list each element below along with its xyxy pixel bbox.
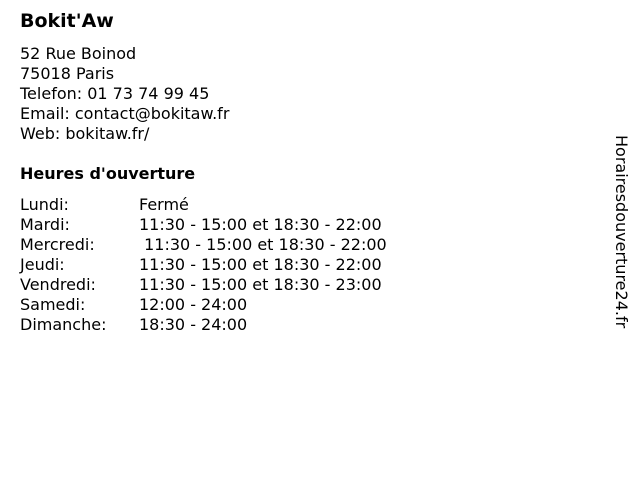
email: Email: contact@bokitaw.fr <box>20 104 230 123</box>
watermark-text: Horairesdouverture24.fr <box>612 135 631 329</box>
day: Dimanche: <box>20 315 107 334</box>
city: 75018 Paris <box>20 64 115 83</box>
hours-row: Lundi: Fermé <box>20 195 387 215</box>
day: Lundi: <box>20 195 69 214</box>
hours-heading: Heures d'ouverture <box>20 164 196 183</box>
time: 11:30 - 15:00 et 18:30 - 22:00 <box>139 215 382 234</box>
day: Mardi: <box>20 215 70 234</box>
website: Web: bokitaw.fr/ <box>20 124 150 143</box>
time: 11:30 - 15:00 et 18:30 - 22:00 <box>139 235 387 254</box>
hours-row: Dimanche: 18:30 - 24:00 <box>20 315 387 335</box>
time: 11:30 - 15:00 et 18:30 - 23:00 <box>139 275 382 294</box>
hours-row: Mardi: 11:30 - 15:00 et 18:30 - 22:00 <box>20 215 387 235</box>
hours-row: Mercredi: 11:30 - 15:00 et 18:30 - 22:00 <box>20 235 387 255</box>
hours-row: Samedi: 12:00 - 24:00 <box>20 295 387 315</box>
business-name: Bokit'Aw <box>20 10 114 32</box>
time: 11:30 - 15:00 et 18:30 - 22:00 <box>139 255 382 274</box>
time: Fermé <box>139 195 189 214</box>
hours-row: Vendredi: 11:30 - 15:00 et 18:30 - 23:00 <box>20 275 387 295</box>
street: 52 Rue Boinod <box>20 44 137 63</box>
time: 12:00 - 24:00 <box>139 295 248 314</box>
hours-row: Jeudi: 11:30 - 15:00 et 18:30 - 22:00 <box>20 255 387 275</box>
time: 18:30 - 24:00 <box>139 315 248 334</box>
day: Jeudi: <box>20 255 65 274</box>
hours-table: Lundi: Fermé Mardi: 11:30 - 15:00 et 18:30… <box>20 195 387 335</box>
day: Mercredi: <box>20 235 95 254</box>
day: Vendredi: <box>20 275 96 294</box>
day: Samedi: <box>20 295 86 314</box>
address-block: 52 Rue Boinod 75018 Paris Telefon: 01 73… <box>20 44 229 144</box>
phone: Telefon: 01 73 74 99 45 <box>20 84 210 103</box>
